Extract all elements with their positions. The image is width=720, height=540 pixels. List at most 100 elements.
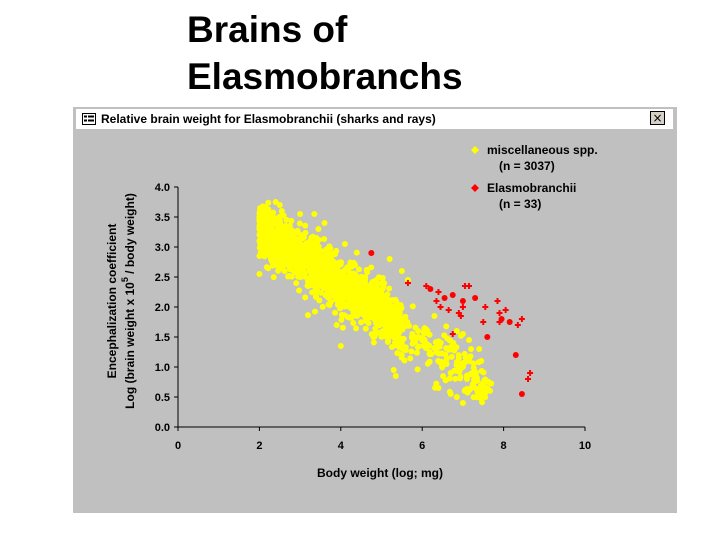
data-point-miscellaneous [386,256,393,262]
data-point-miscellaneous [354,312,361,319]
data-point-miscellaneous [323,259,330,266]
window-titlebar[interactable]: Relative brain weight for Elasmobranchii… [76,109,673,129]
data-point-miscellaneous [320,279,327,286]
series-miscellaneous-points [256,199,495,406]
data-point-miscellaneous [415,343,422,350]
data-point-miscellaneous [326,254,333,261]
data-point-miscellaneous [460,363,467,370]
data-point-miscellaneous [276,202,283,208]
data-point-miscellaneous [296,287,303,294]
data-point-miscellaneous [266,216,273,223]
data-point-miscellaneous [329,280,336,287]
data-point-miscellaneous [347,294,354,301]
data-point-miscellaneous [292,252,299,259]
data-point-miscellaneous [308,234,315,241]
data-point-miscellaneous [276,243,283,250]
data-point-miscellaneous [426,351,433,358]
data-point-miscellaneous [340,276,347,283]
data-point-miscellaneous [482,388,489,394]
data-point-elasmobranchii [484,334,491,340]
data-point-miscellaneous [438,350,445,357]
data-point-miscellaneous [311,211,318,217]
data-point-miscellaneous [347,259,354,266]
data-point-miscellaneous [267,222,274,229]
data-point-miscellaneous [426,358,433,365]
data-point-elasmobranchii [445,307,452,313]
data-point-miscellaneous [305,283,312,290]
data-point-miscellaneous [439,364,446,371]
data-point-miscellaneous [397,305,404,312]
window-title: Relative brain weight for Elasmobranchii… [101,112,436,126]
y-tick-label: 2.0 [155,302,170,314]
data-point-miscellaneous [370,339,377,346]
data-point-miscellaneous [272,235,279,242]
legend-marker [471,146,479,154]
data-point-miscellaneous [321,220,328,226]
data-point-elasmobranchii [496,319,503,325]
data-point-miscellaneous [378,289,385,296]
data-point-miscellaneous [278,225,285,232]
data-point-miscellaneous [474,377,481,384]
data-point-miscellaneous [292,242,299,249]
data-point-miscellaneous [444,335,451,342]
data-point-elasmobranchii [472,295,479,301]
y-axis-label: Encephalization coefficient Log (brain w… [105,193,137,409]
data-point-miscellaneous [398,352,405,358]
data-point-miscellaneous [332,263,339,270]
data-point-miscellaneous [389,318,396,325]
data-point-miscellaneous [286,222,293,229]
chart-window-icon [82,113,96,125]
data-point-miscellaneous [357,278,364,285]
data-point-miscellaneous [380,310,387,316]
data-point-miscellaneous [290,230,297,237]
x-tick-label: 0 [175,440,181,452]
data-point-miscellaneous [265,199,272,206]
data-point-elasmobranchii [466,283,473,289]
data-point-miscellaneous [421,326,428,333]
data-point-miscellaneous [267,255,274,262]
data-point-elasmobranchii [437,304,444,310]
data-point-miscellaneous [302,222,309,229]
data-point-miscellaneous [422,345,429,352]
data-point-elasmobranchii [457,313,464,319]
y-axis-label-line2: Log (brain weight x 105 / body weight) [120,193,137,409]
data-point-elasmobranchii [435,289,442,295]
data-point-miscellaneous [447,370,454,376]
data-point-miscellaneous [386,285,393,292]
data-point-miscellaneous [388,330,395,337]
data-point-miscellaneous [440,373,447,380]
data-point-miscellaneous [470,360,477,367]
data-point-elasmobranchii [512,352,519,358]
data-point-miscellaneous [305,275,312,282]
data-point-miscellaneous [478,368,485,375]
data-point-miscellaneous [256,238,263,244]
data-point-miscellaneous [393,329,400,336]
data-point-elasmobranchii [502,307,509,313]
y-tick-label: 3.5 [155,212,170,224]
data-point-miscellaneous [402,313,409,320]
data-point-elasmobranchii [482,304,489,310]
data-point-miscellaneous [256,208,263,215]
data-point-miscellaneous [390,367,397,373]
data-point-miscellaneous [355,266,362,273]
data-point-miscellaneous [349,287,356,294]
data-point-miscellaneous [275,267,282,274]
close-button[interactable]: × [650,111,665,125]
data-point-miscellaneous [345,314,352,321]
data-point-miscellaneous [288,217,295,224]
data-point-miscellaneous [325,289,332,296]
data-point-miscellaneous [394,341,401,348]
data-point-miscellaneous [319,303,326,310]
data-point-miscellaneous [333,247,340,254]
data-point-miscellaneous [296,220,303,227]
data-point-miscellaneous [396,319,403,325]
data-point-miscellaneous [262,229,269,236]
data-point-miscellaneous [294,258,301,265]
data-point-miscellaneous [320,267,327,274]
data-point-miscellaneous [322,272,329,279]
data-point-miscellaneous [325,294,332,301]
y-tick-label: 0.5 [155,392,170,404]
data-point-miscellaneous [318,289,325,296]
data-point-miscellaneous [362,325,369,332]
data-point-miscellaneous [318,257,325,264]
